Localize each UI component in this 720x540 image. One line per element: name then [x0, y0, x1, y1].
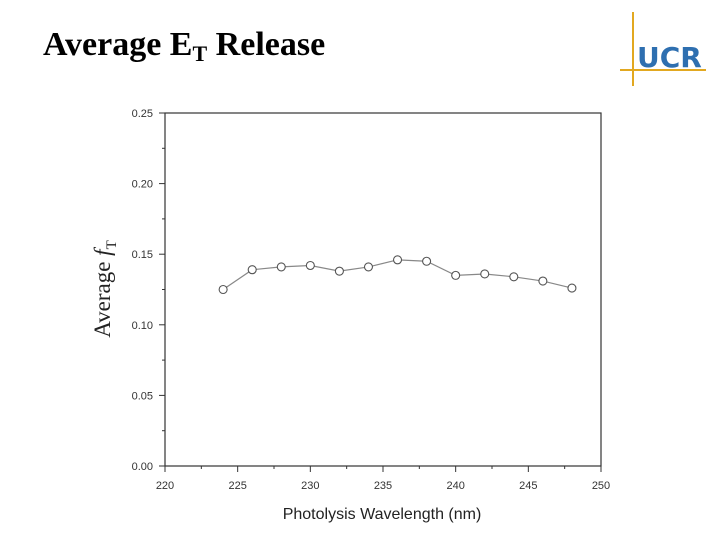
- data-point: [334, 266, 344, 276]
- x-tick-label: 250: [592, 480, 610, 492]
- logo-text: UCR: [637, 41, 702, 74]
- data-point: [305, 260, 315, 271]
- data-point: [567, 283, 577, 293]
- y-tick-label: 0.15: [132, 249, 153, 261]
- plot-frame: [164, 112, 602, 467]
- x-tick-label: 225: [228, 480, 246, 492]
- data-point: [422, 256, 432, 266]
- y-tick-label: 0.25: [132, 108, 153, 120]
- data-point: [509, 272, 519, 282]
- x-tick-label: 235: [374, 480, 392, 492]
- data-point: [451, 270, 461, 280]
- x-tick-label: 220: [156, 480, 174, 492]
- data-point: [392, 255, 403, 265]
- y-tick-label: 0.20: [132, 179, 153, 191]
- y-tick-label: 0.00: [132, 461, 153, 473]
- x-tick-label: 230: [301, 480, 319, 492]
- slide-title: Average ET Release: [43, 26, 326, 66]
- data-point: [276, 262, 286, 272]
- plot-axes: 220 225 230 235 240 245 250 0.00 0.05 0.10 0.15 0.2…: [132, 108, 611, 492]
- data-point: [247, 265, 257, 275]
- x-tick-label: 245: [519, 480, 537, 492]
- y-axis-title: Average fT: [90, 240, 120, 338]
- data-point: [538, 276, 548, 286]
- x-axis-title: Photolysis Wavelength (nm): [283, 506, 482, 523]
- series-layer: [218, 255, 577, 295]
- x-tick-label: 240: [446, 480, 464, 492]
- data-point: [218, 284, 228, 295]
- y-tick-label: 0.10: [132, 320, 153, 332]
- ucr-logo: UCR: [620, 12, 706, 86]
- data-point: [363, 262, 374, 272]
- data-point: [480, 269, 490, 279]
- y-tick-label: 0.05: [132, 390, 153, 402]
